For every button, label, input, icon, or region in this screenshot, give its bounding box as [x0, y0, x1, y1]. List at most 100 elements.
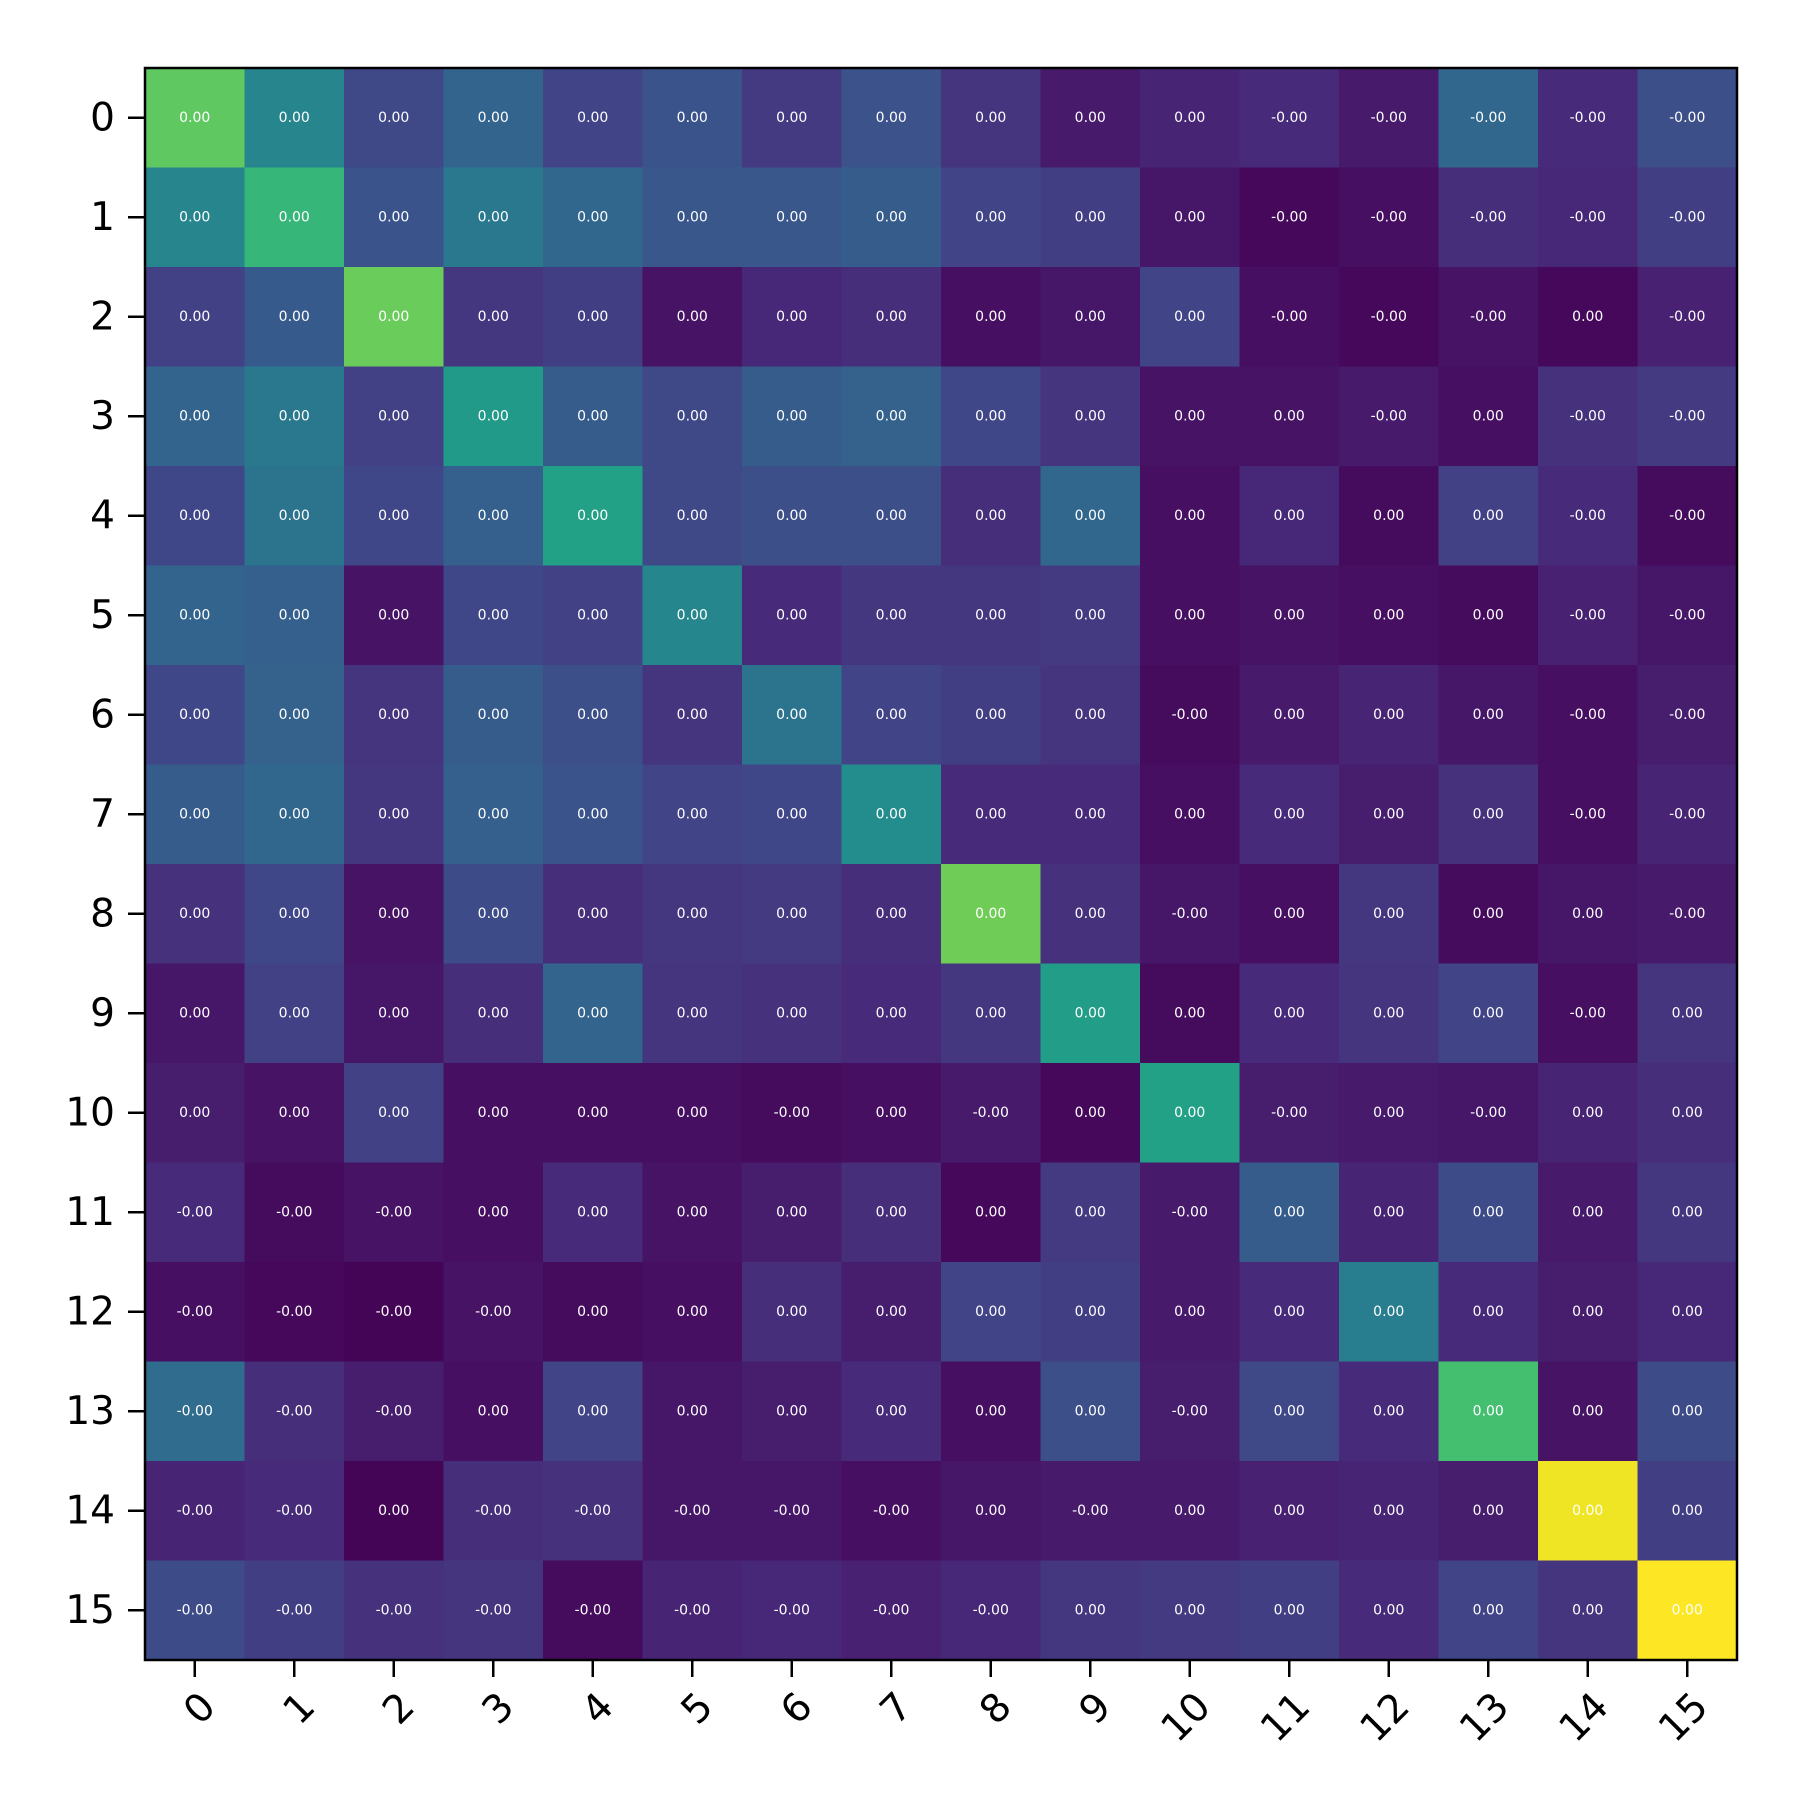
heatmap-cell-r9-c2: [344, 963, 445, 1064]
cell-label-r9-c7: 0.00: [876, 1005, 907, 1021]
cell-label-r10-c0: 0.00: [179, 1105, 210, 1121]
cell-label-r9-c4: 0.00: [577, 1005, 608, 1021]
cell-label-r10-c12: 0.00: [1373, 1105, 1404, 1121]
heatmap-cell-r5-c5: [642, 565, 743, 666]
heatmap-cell-r12-c14: [1538, 1262, 1639, 1363]
cell-label-r9-c2: 0.00: [378, 1005, 409, 1021]
heatmap-cell-r1-c13: [1438, 167, 1539, 268]
heatmap-cell-r15-c2: [344, 1560, 445, 1661]
heatmap-cell-r1-c15: [1637, 167, 1738, 268]
cell-label-r5-c13: 0.00: [1473, 607, 1504, 623]
cell-label-r4-c9: 0.00: [1075, 508, 1106, 524]
heatmap-cell-r5-c15: [1637, 565, 1738, 666]
heatmap-cell-r1-c8: [941, 167, 1042, 268]
heatmap-cell-r2-c8: [941, 267, 1042, 368]
cell-label-r6-c4: 0.00: [577, 707, 608, 723]
cell-label-r7-c7: 0.00: [876, 806, 907, 822]
heatmap-cell-r1-c14: [1538, 167, 1639, 268]
cell-label-r4-c1: 0.00: [279, 508, 310, 524]
cell-label-r10-c2: 0.00: [378, 1105, 409, 1121]
cell-label-r0-c9: 0.00: [1075, 110, 1106, 126]
cell-label-r4-c5: 0.00: [677, 508, 708, 524]
heatmap-cell-r10-c5: [642, 1063, 743, 1164]
cell-label-r3-c12: -0.00: [1371, 408, 1407, 424]
cell-label-r13-c10: -0.00: [1172, 1403, 1208, 1419]
cell-label-r9-c3: 0.00: [478, 1005, 509, 1021]
cell-label-r2-c8: 0.00: [975, 309, 1006, 325]
x-axis: 0 1 2 3 4 5 6 7 8 9 10 11 12 13 14 15: [175, 1660, 1717, 1751]
heatmap-cell-r14-c1: [244, 1461, 345, 1562]
y-tick-label-14: 14: [65, 1488, 115, 1533]
cell-label-r0-c11: -0.00: [1271, 110, 1307, 126]
cell-label-r9-c0: 0.00: [179, 1005, 210, 1021]
heatmap-cell-r9-c14: [1538, 963, 1639, 1064]
heatmap-cell-r3-c4: [543, 366, 644, 467]
heatmap-cell-r9-c10: [1140, 963, 1241, 1064]
cell-label-r13-c7: 0.00: [876, 1403, 907, 1419]
cell-label-r1-c0: 0.00: [179, 209, 210, 225]
cell-label-r1-c2: 0.00: [378, 209, 409, 225]
heatmap-cell-r2-c7: [841, 267, 942, 368]
cell-label-r1-c13: -0.00: [1470, 209, 1506, 225]
heatmap-cell-r15-c1: [244, 1560, 345, 1661]
cell-label-r8-c12: 0.00: [1373, 906, 1404, 922]
heatmap-cell-r3-c10: [1140, 366, 1241, 467]
cell-label-r2-c9: 0.00: [1075, 309, 1106, 325]
cell-label-r10-c5: 0.00: [677, 1105, 708, 1121]
cell-label-r0-c14: -0.00: [1570, 110, 1606, 126]
heatmap-cell-r13-c14: [1538, 1361, 1639, 1462]
cell-label-r5-c5: 0.00: [677, 607, 708, 623]
cell-label-r0-c4: 0.00: [577, 110, 608, 126]
heatmap-cell-r11-c9: [1040, 1162, 1141, 1263]
heatmap-cell-r4-c8: [941, 466, 1042, 567]
cell-label-r7-c6: 0.00: [776, 806, 807, 822]
cell-label-r11-c9: 0.00: [1075, 1204, 1106, 1220]
y-tick-label-5: 5: [90, 593, 115, 638]
heatmap-cell-r5-c8: [941, 565, 1042, 666]
cell-label-r11-c4: 0.00: [577, 1204, 608, 1220]
heatmap-cell-r0-c11: [1239, 68, 1340, 169]
cell-label-r12-c10: 0.00: [1174, 1304, 1205, 1320]
heatmap-cell-r4-c6: [742, 466, 843, 567]
heatmap-cell-r13-c10: [1140, 1361, 1241, 1462]
cell-label-r12-c7: 0.00: [876, 1304, 907, 1320]
cell-label-r2-c4: 0.00: [577, 309, 608, 325]
heatmap-cell-r5-c13: [1438, 565, 1539, 666]
heatmap-cell-r2-c11: [1239, 267, 1340, 368]
cell-label-r4-c14: -0.00: [1570, 508, 1606, 524]
heatmap-cell-r14-c12: [1339, 1461, 1440, 1562]
heatmap-cell-r9-c9: [1040, 963, 1141, 1064]
cell-label-r13-c14: 0.00: [1572, 1403, 1603, 1419]
cell-label-r10-c11: -0.00: [1271, 1105, 1307, 1121]
cell-label-r8-c11: 0.00: [1274, 906, 1305, 922]
heatmap-cell-r13-c6: [742, 1361, 843, 1462]
cell-label-r9-c11: 0.00: [1274, 1005, 1305, 1021]
heatmap-cell-r11-c7: [841, 1162, 942, 1263]
cell-label-r6-c10: -0.00: [1172, 707, 1208, 723]
cell-label-r14-c3: -0.00: [475, 1503, 511, 1519]
x-tick-label-6: 6: [772, 1684, 821, 1733]
cell-label-r10-c9: 0.00: [1075, 1105, 1106, 1121]
cell-label-r14-c7: -0.00: [873, 1503, 909, 1519]
heatmap-cell-r8-c13: [1438, 864, 1539, 965]
y-tick-label-11: 11: [65, 1190, 115, 1235]
heatmap-cell-r1-c11: [1239, 167, 1340, 268]
cell-label-r14-c1: -0.00: [276, 1503, 312, 1519]
cell-label-r2-c3: 0.00: [478, 309, 509, 325]
cell-label-r3-c15: -0.00: [1669, 408, 1705, 424]
heatmap-cell-r11-c3: [443, 1162, 544, 1263]
cell-label-r4-c3: 0.00: [478, 508, 509, 524]
cell-label-r8-c8: 0.00: [975, 906, 1006, 922]
cell-label-r7-c10: 0.00: [1174, 806, 1205, 822]
heatmap-cell-r9-c13: [1438, 963, 1539, 1064]
cell-label-r2-c11: -0.00: [1271, 309, 1307, 325]
heatmap-cell-r9-c15: [1637, 963, 1738, 1064]
cell-label-r7-c11: 0.00: [1274, 806, 1305, 822]
cell-label-r2-c12: -0.00: [1371, 309, 1407, 325]
heatmap-cell-r8-c3: [443, 864, 544, 965]
heatmap-cell-r15-c6: [742, 1560, 843, 1661]
cell-label-r15-c7: -0.00: [873, 1602, 909, 1618]
heatmap-cell-r10-c12: [1339, 1063, 1440, 1164]
cell-label-r5-c0: 0.00: [179, 607, 210, 623]
cell-label-r9-c13: 0.00: [1473, 1005, 1504, 1021]
